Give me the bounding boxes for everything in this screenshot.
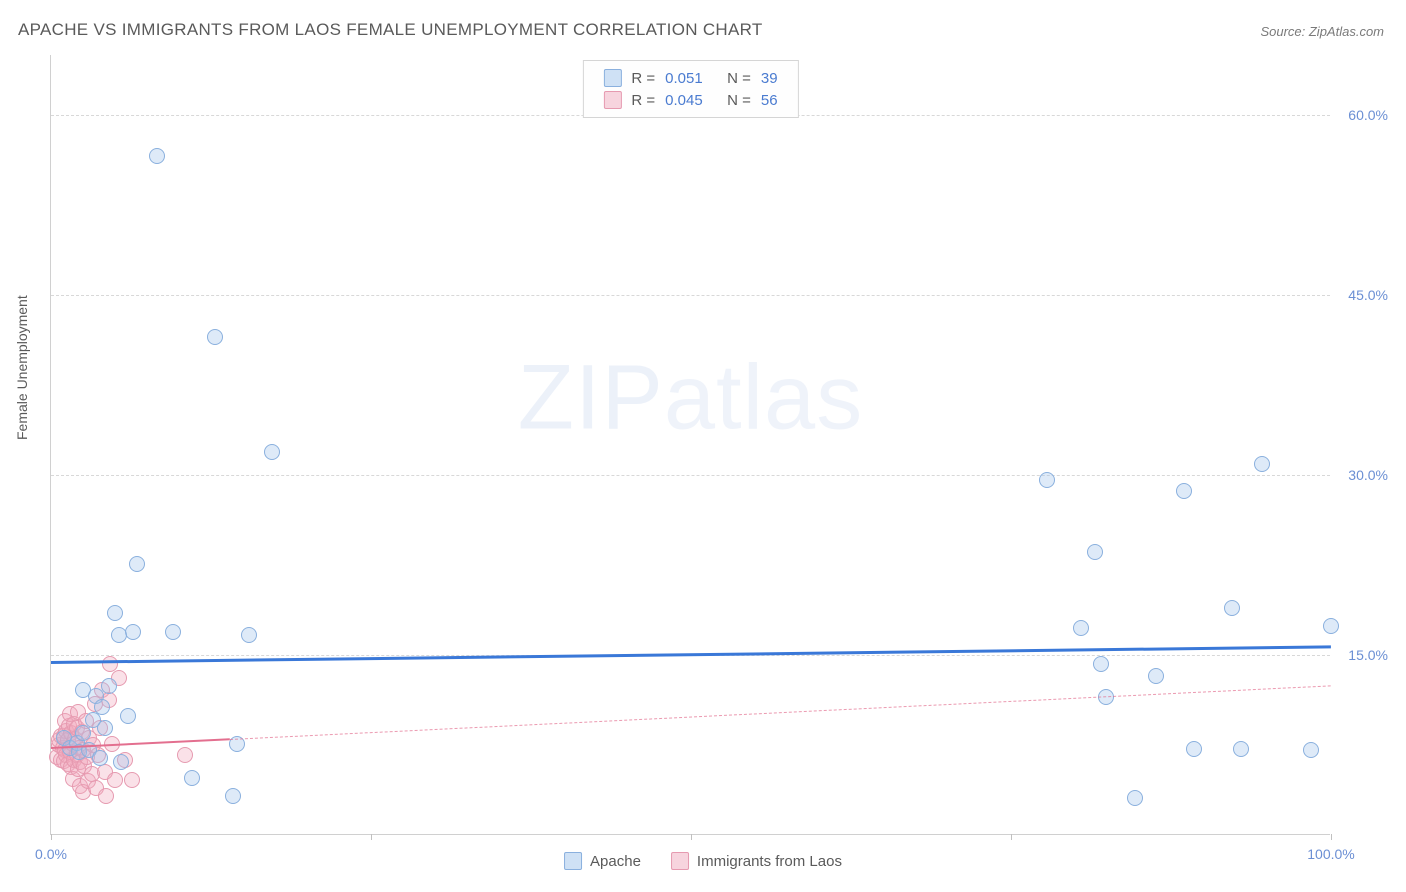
chart-title: APACHE VS IMMIGRANTS FROM LAOS FEMALE UN… bbox=[18, 20, 763, 40]
point-apache bbox=[113, 754, 129, 770]
point-immigrants-from-laos bbox=[98, 788, 114, 804]
point-apache bbox=[94, 699, 110, 715]
point-apache bbox=[149, 148, 165, 164]
correlation-legend: R = 0.051 N = 39 R = 0.045 N = 56 bbox=[582, 60, 798, 118]
gridline-h bbox=[51, 475, 1330, 476]
point-apache bbox=[1233, 741, 1249, 757]
y-tick-label: 30.0% bbox=[1348, 467, 1388, 483]
x-tick-label: 100.0% bbox=[1307, 846, 1354, 862]
point-apache bbox=[1039, 472, 1055, 488]
watermark-light: atlas bbox=[664, 346, 863, 448]
point-apache bbox=[107, 605, 123, 621]
correlation-legend-row: R = 0.051 N = 39 bbox=[603, 67, 777, 89]
point-apache bbox=[97, 720, 113, 736]
r-value: 0.051 bbox=[665, 70, 717, 87]
trend-line-dash-immigrants-from-laos bbox=[230, 685, 1331, 740]
n-label: N = bbox=[727, 92, 751, 109]
watermark-bold: ZIP bbox=[518, 346, 664, 448]
point-apache bbox=[1323, 618, 1339, 634]
series-legend-item: Immigrants from Laos bbox=[671, 852, 842, 870]
point-immigrants-from-laos bbox=[107, 772, 123, 788]
series-legend-label: Apache bbox=[590, 853, 641, 870]
point-immigrants-from-laos bbox=[177, 747, 193, 763]
x-tick-mark bbox=[1011, 834, 1012, 840]
point-apache bbox=[1224, 600, 1240, 616]
point-apache bbox=[1176, 483, 1192, 499]
legend-swatch bbox=[603, 91, 621, 109]
x-tick-mark bbox=[51, 834, 52, 840]
point-apache bbox=[225, 788, 241, 804]
point-apache bbox=[75, 725, 91, 741]
y-tick-label: 15.0% bbox=[1348, 647, 1388, 663]
y-axis-label: Female Unemployment bbox=[14, 295, 30, 440]
point-apache bbox=[92, 750, 108, 766]
series-legend-label: Immigrants from Laos bbox=[697, 853, 842, 870]
point-immigrants-from-laos bbox=[102, 656, 118, 672]
point-apache bbox=[1127, 790, 1143, 806]
point-apache bbox=[165, 624, 181, 640]
correlation-legend-row: R = 0.045 N = 56 bbox=[603, 89, 777, 111]
x-tick-mark bbox=[691, 834, 692, 840]
point-apache bbox=[1254, 456, 1270, 472]
watermark: ZIPatlas bbox=[518, 345, 863, 450]
gridline-h bbox=[51, 295, 1330, 296]
y-tick-label: 45.0% bbox=[1348, 287, 1388, 303]
point-apache bbox=[241, 627, 257, 643]
point-immigrants-from-laos bbox=[124, 772, 140, 788]
legend-swatch bbox=[564, 852, 582, 870]
point-apache bbox=[101, 678, 117, 694]
point-apache bbox=[125, 624, 141, 640]
point-apache bbox=[264, 444, 280, 460]
n-label: N = bbox=[727, 70, 751, 87]
point-apache bbox=[184, 770, 200, 786]
legend-swatch bbox=[671, 852, 689, 870]
r-value: 0.045 bbox=[665, 92, 717, 109]
plot-area: ZIPatlas R =0.051N =39R =0.045N =56 15.0… bbox=[50, 55, 1330, 835]
point-apache bbox=[1073, 620, 1089, 636]
point-apache bbox=[129, 556, 145, 572]
point-apache bbox=[207, 329, 223, 345]
source-attribution: Source: ZipAtlas.com bbox=[1260, 24, 1384, 39]
n-value: 56 bbox=[761, 92, 778, 109]
point-apache bbox=[120, 708, 136, 724]
x-tick-mark bbox=[1331, 834, 1332, 840]
legend-swatch bbox=[603, 69, 621, 87]
series-legend: Apache Immigrants from Laos bbox=[564, 852, 842, 870]
x-tick-label: 0.0% bbox=[35, 846, 67, 862]
r-label: R = bbox=[631, 70, 655, 87]
point-apache bbox=[1186, 741, 1202, 757]
point-apache bbox=[1087, 544, 1103, 560]
n-value: 39 bbox=[761, 70, 778, 87]
x-tick-mark bbox=[371, 834, 372, 840]
point-apache bbox=[1303, 742, 1319, 758]
r-label: R = bbox=[631, 92, 655, 109]
y-tick-label: 60.0% bbox=[1348, 107, 1388, 123]
series-legend-item: Apache bbox=[564, 852, 641, 870]
point-apache bbox=[1093, 656, 1109, 672]
point-apache bbox=[1148, 668, 1164, 684]
